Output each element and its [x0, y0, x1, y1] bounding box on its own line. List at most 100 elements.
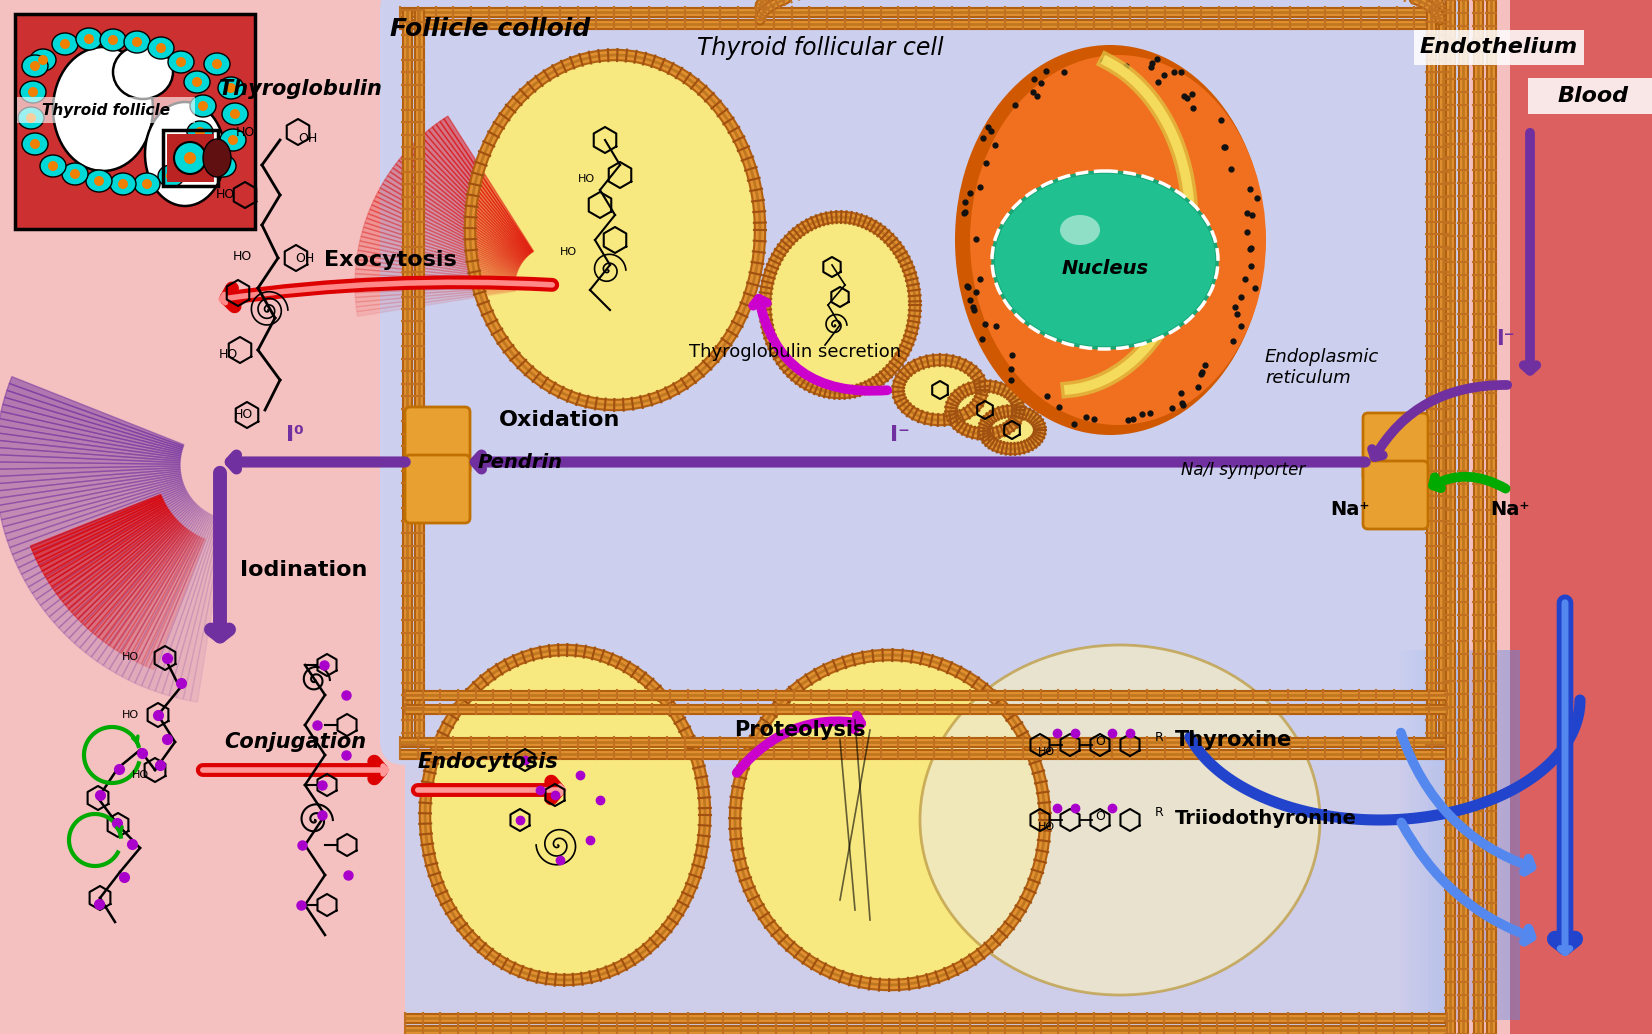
Ellipse shape	[195, 127, 205, 136]
Polygon shape	[36, 499, 164, 562]
Polygon shape	[66, 516, 175, 609]
Polygon shape	[18, 488, 187, 574]
Ellipse shape	[1061, 215, 1100, 245]
Polygon shape	[177, 518, 223, 699]
Polygon shape	[55, 511, 170, 595]
Polygon shape	[362, 227, 517, 274]
Ellipse shape	[177, 147, 202, 169]
Polygon shape	[35, 497, 162, 558]
Ellipse shape	[165, 171, 177, 181]
Bar	[164, 130, 218, 186]
Polygon shape	[411, 143, 527, 257]
Bar	[1421, 650, 1424, 1020]
Polygon shape	[0, 455, 180, 464]
Ellipse shape	[735, 655, 1046, 985]
Ellipse shape	[124, 31, 150, 53]
Bar	[1408, 650, 1412, 1020]
Text: HO: HO	[122, 710, 139, 720]
Polygon shape	[183, 519, 225, 701]
Polygon shape	[74, 520, 178, 619]
Bar	[167, 134, 215, 182]
Ellipse shape	[159, 165, 183, 187]
Ellipse shape	[84, 34, 94, 44]
Polygon shape	[0, 419, 182, 456]
Polygon shape	[68, 517, 175, 612]
Ellipse shape	[228, 135, 238, 145]
Ellipse shape	[21, 133, 48, 155]
Bar	[1414, 30, 1584, 65]
Bar	[1412, 650, 1416, 1020]
Ellipse shape	[226, 83, 236, 93]
Polygon shape	[102, 528, 188, 643]
Polygon shape	[88, 524, 183, 632]
Polygon shape	[84, 523, 182, 629]
Text: HO: HO	[235, 126, 254, 139]
Polygon shape	[0, 473, 180, 506]
Polygon shape	[106, 529, 190, 645]
Polygon shape	[388, 172, 522, 263]
Text: Proteolysis: Proteolysis	[733, 720, 866, 740]
Polygon shape	[137, 537, 202, 664]
Ellipse shape	[132, 37, 142, 47]
Polygon shape	[40, 497, 192, 611]
Bar	[1480, 650, 1483, 1020]
Ellipse shape	[69, 169, 79, 179]
Polygon shape	[31, 496, 162, 554]
Ellipse shape	[198, 101, 208, 111]
Text: Thyroid follicle: Thyroid follicle	[41, 102, 170, 118]
Polygon shape	[169, 518, 221, 698]
Bar	[1444, 650, 1449, 1020]
Ellipse shape	[142, 179, 152, 189]
Bar	[405, 695, 1447, 1034]
Polygon shape	[383, 180, 520, 265]
Bar	[1399, 650, 1404, 1020]
Polygon shape	[385, 176, 522, 264]
Polygon shape	[102, 511, 206, 669]
Polygon shape	[355, 288, 515, 307]
Ellipse shape	[30, 61, 40, 71]
Ellipse shape	[51, 33, 78, 55]
Polygon shape	[0, 440, 180, 461]
Polygon shape	[129, 536, 198, 660]
Ellipse shape	[952, 386, 1019, 434]
Polygon shape	[114, 531, 192, 650]
Text: HO: HO	[233, 250, 251, 263]
Polygon shape	[0, 448, 180, 462]
Bar	[1449, 650, 1452, 1020]
Ellipse shape	[203, 139, 231, 177]
Ellipse shape	[155, 43, 165, 53]
Polygon shape	[418, 136, 529, 255]
Polygon shape	[355, 274, 515, 283]
Polygon shape	[58, 512, 172, 598]
Bar	[1483, 650, 1488, 1020]
Ellipse shape	[111, 173, 135, 195]
Polygon shape	[50, 499, 193, 622]
Polygon shape	[43, 504, 165, 575]
Polygon shape	[375, 192, 520, 267]
Ellipse shape	[38, 55, 48, 65]
Polygon shape	[370, 205, 519, 270]
Polygon shape	[378, 188, 520, 267]
Ellipse shape	[21, 55, 48, 77]
Polygon shape	[79, 507, 200, 652]
Ellipse shape	[134, 173, 160, 195]
Bar	[1497, 650, 1500, 1020]
Text: Na⁺: Na⁺	[1330, 500, 1370, 519]
Polygon shape	[0, 469, 180, 491]
Text: Pendrin: Pendrin	[477, 453, 563, 472]
Text: R: R	[1155, 731, 1163, 744]
Polygon shape	[121, 534, 195, 656]
Ellipse shape	[30, 139, 40, 149]
Polygon shape	[355, 269, 515, 282]
Ellipse shape	[26, 113, 36, 123]
Polygon shape	[372, 201, 519, 269]
Ellipse shape	[765, 217, 915, 393]
Polygon shape	[109, 530, 190, 648]
Bar	[1510, 0, 1652, 1034]
Ellipse shape	[40, 155, 66, 177]
Ellipse shape	[183, 71, 210, 93]
Polygon shape	[0, 467, 180, 484]
Polygon shape	[390, 168, 522, 263]
Polygon shape	[162, 517, 220, 696]
Ellipse shape	[112, 45, 173, 99]
